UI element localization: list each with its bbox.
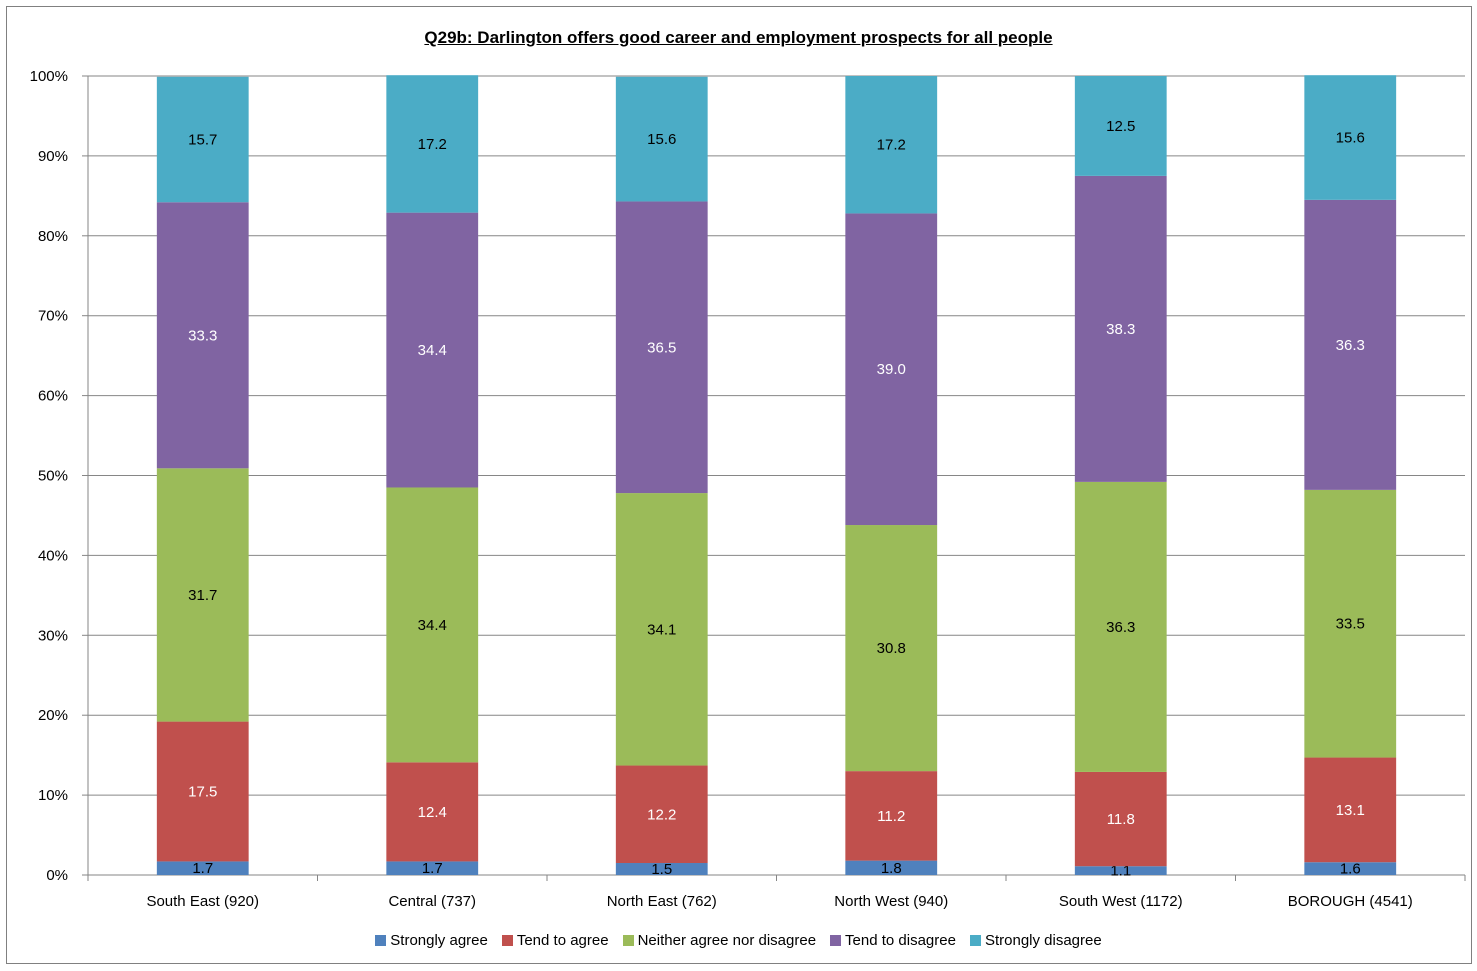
bar-segment [1074,76,1167,176]
bar-segment [845,860,938,875]
bar-segment [1074,481,1167,772]
bar-segment [845,525,938,772]
data-label: 33.3 [188,327,217,344]
bar-segment [156,861,249,875]
bar-segment [1074,866,1167,875]
x-tick-label: South East (920) [146,893,259,910]
bar-segment [386,212,479,488]
bar-segment [386,487,479,763]
data-label: 17.5 [188,784,217,801]
y-tick-label: 60% [38,388,68,405]
bar-segment [845,213,938,526]
data-label: 11.2 [877,808,905,825]
legend-label: Tend to agree [516,932,609,949]
data-label: 33.5 [1336,616,1365,633]
legend-item: Strongly disagree [969,932,1102,949]
data-label: 36.5 [647,339,676,356]
y-tick-label: 20% [38,707,68,724]
legend-label: Neither agree nor disagree [637,932,817,949]
bar-segment [1304,489,1397,758]
legend-swatch [375,935,387,946]
y-tick-label: 80% [38,228,68,245]
bar-segment [1074,175,1167,482]
y-tick-label: 100% [30,68,68,85]
x-tick-label: South West (1172) [1059,893,1183,910]
bar-segment [1304,757,1397,863]
bar-segment [1304,199,1397,490]
x-tick-label: North West (940) [834,893,948,910]
data-label: 15.7 [188,132,217,149]
chart-frame [6,6,1472,964]
y-tick-label: 50% [38,468,68,485]
y-tick-label: 40% [38,547,68,564]
data-label: 1.7 [192,860,213,877]
data-label: 15.6 [1336,130,1365,147]
bar-segment [1304,862,1397,875]
data-label: 1.8 [881,860,902,877]
bar-segment [615,863,708,875]
bar-segment [845,76,938,214]
data-label: 12.4 [418,804,447,821]
data-label: 36.3 [1336,337,1365,354]
x-tick-label: Central (737) [388,893,476,910]
x-tick-label: North East (762) [607,893,717,910]
bar-segment [1304,75,1397,200]
data-label: 13.1 [1336,802,1365,819]
data-label: 34.4 [418,342,447,359]
legend-item: Tend to agree [501,932,609,949]
data-label: 1.6 [1340,861,1361,878]
chart-title: Q29b: Darlington offers good career and … [424,28,1053,47]
y-tick-label: 70% [38,308,68,325]
data-label: 12.2 [647,806,676,823]
data-label: 15.6 [647,131,676,148]
data-label: 17.2 [877,137,906,154]
bar-segment [615,76,708,202]
bar-segment [615,493,708,766]
legend-swatch [969,935,981,946]
data-label: 36.3 [1106,619,1135,636]
legend-swatch [622,935,634,946]
y-tick-label: 30% [38,627,68,644]
legend-swatch [830,935,842,946]
data-label: 1.1 [1110,863,1131,880]
bar-segment [156,468,249,722]
data-label: 1.5 [651,861,672,878]
data-label: 17.2 [418,136,447,153]
bar-segment [615,201,708,494]
y-tick-label: 0% [46,867,68,884]
bar-segment [156,76,249,203]
bar-segment [156,721,249,862]
legend-swatch [501,935,513,946]
bar-segment [156,202,249,469]
data-label: 30.8 [877,640,906,657]
data-label: 34.1 [647,621,676,638]
legend-item: Strongly agree [375,932,488,949]
bar-segment [386,75,479,213]
y-tick-label: 10% [38,787,68,804]
data-label: 39.0 [877,361,906,378]
data-label: 38.3 [1106,321,1135,338]
data-label: 31.7 [188,587,217,604]
legend-label: Strongly agree [390,932,488,949]
bar-segment [615,765,708,864]
data-label: 12.5 [1106,118,1135,135]
x-tick-label: BOROUGH (4541) [1288,893,1413,910]
bar-segment [386,762,479,862]
legend-label: Strongly disagree [984,932,1102,949]
data-label: 1.7 [422,860,443,877]
bar-segment [386,861,479,875]
bar-segment [845,771,938,861]
legend-label: Tend to disagree [845,932,956,949]
chart-legend: Strongly agree Tend to agree Neither agree… [0,932,1477,949]
data-label: 34.4 [418,617,447,634]
bar-segment [1074,771,1167,867]
legend-item: Neither agree nor disagree [622,932,817,949]
data-label: 11.8 [1107,811,1135,828]
y-tick-label: 90% [38,148,68,165]
legend-item: Tend to disagree [830,932,956,949]
